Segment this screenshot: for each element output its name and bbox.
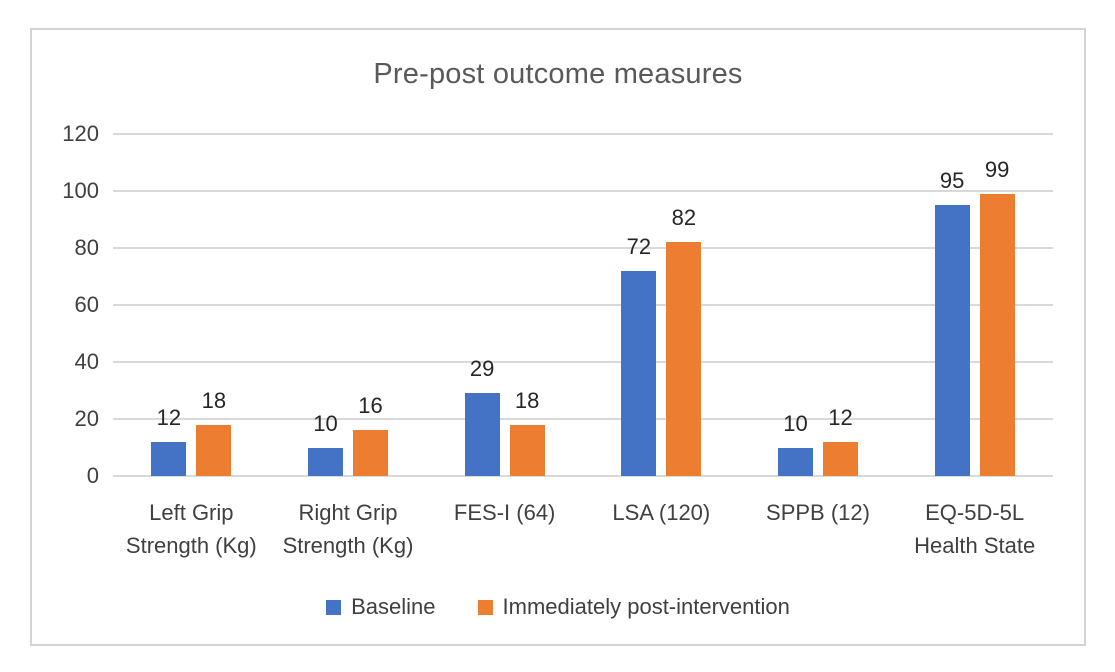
category-label: Left Grip Strength (Kg) [125,500,257,558]
chart-title: Pre-post outcome measures [373,58,743,90]
category-group: 10 16 Right Grip Strength (Kg) [270,134,427,558]
bar-series-0-cat-0 [151,441,187,476]
bar-value-label: 99 [984,156,1010,182]
grid-line-40 [113,361,1053,363]
legend-item-0: Baseline [326,594,436,620]
legend-swatch-icon [326,599,342,615]
legend-item-1: Immediately post-intervention [477,594,790,620]
bar-series-0-cat-2 [464,393,500,476]
category-label: FES-I (64) [453,500,556,525]
y-tick-label-80: 80 [74,235,99,260]
legend-label: Immediately post-intervention [502,594,790,619]
grid-line-80 [113,247,1053,249]
category-group: 95 99 EQ-5D-5L Health State [896,134,1053,558]
bar-value-label: 12 [156,404,182,430]
category-label: Right Grip Strength (Kg) [282,500,414,558]
bar-value-label: 72 [626,233,652,259]
bar-series-1-cat-0 [196,424,232,476]
category-label: SPPB (12) [766,500,870,525]
legend-label: Baseline [351,594,436,619]
y-tick-label-40: 40 [74,349,99,374]
category-group: 10 12 SPPB (12) [740,134,897,525]
bar-value-label: 12 [828,404,853,430]
y-tick-label-120: 120 [62,121,99,146]
legend-swatch-icon [477,599,493,615]
category-group: 29 18 FES-I (64) [426,134,583,525]
bar-series-1-cat-5 [979,193,1015,476]
grid-line-100 [113,190,1053,192]
chart-legend: Baseline Immediately post-intervention [32,594,1084,620]
bar-value-label: 10 [783,410,808,436]
bar-series-0-cat-5 [934,205,970,476]
y-tick-label-60: 60 [74,292,99,317]
bar-value-label: 10 [313,410,338,436]
y-tick-label-100: 100 [62,178,99,203]
bar-series-1-cat-1 [352,430,388,476]
grid-line-120 [113,133,1053,135]
grid-line-20 [113,418,1053,420]
chart-frame: Pre-post outcome measures 0 20 40 60 80 100 12… [30,28,1086,646]
y-tick-label-0: 0 [86,463,99,488]
bar-series-1-cat-3 [666,242,702,476]
grid-line-0 [113,475,1053,477]
plot-area: 0 20 40 60 80 100 120 12 18 Left Grip Strength (K… [62,123,1053,558]
y-tick-label-20: 20 [74,406,99,431]
category-group: 72 82 LSA (120) [583,134,740,525]
category-group: 12 18 Left Grip Strength (Kg) [113,134,270,558]
bar-series-0-cat-3 [621,270,657,476]
bar-value-label: 16 [358,393,383,419]
grid-line-60 [113,304,1053,306]
bar-series-1-cat-4 [822,441,858,476]
bar-value-label: 95 [939,168,965,194]
category-label: LSA (120) [612,500,711,525]
bar-series-1-cat-2 [509,424,545,476]
bar-series-0-cat-1 [307,447,343,476]
bar-value-label: 18 [201,387,227,413]
bar-value-label: 82 [671,205,697,231]
bar-value-label: 29 [469,356,495,382]
bar-series-0-cat-4 [777,447,813,476]
bar-value-label: 18 [514,387,540,413]
category-label: EQ-5D-5L Health State [914,500,1036,558]
